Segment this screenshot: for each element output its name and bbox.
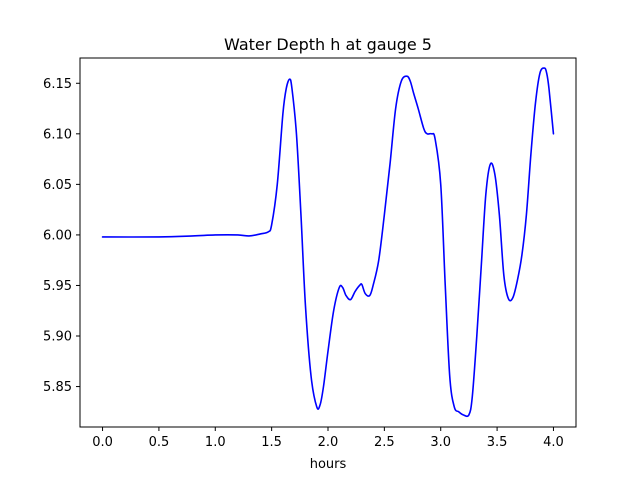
x-tick-label: 1.0 xyxy=(205,435,226,450)
y-axis: 5.85 5.90 5.95 6.00 6.05 6.10 6.15 xyxy=(43,77,80,395)
x-tick-label: 3.5 xyxy=(487,435,508,450)
y-tick-label: 6.10 xyxy=(43,127,72,142)
y-tick-label: 5.85 xyxy=(43,380,72,395)
series-line xyxy=(101,67,555,418)
y-tick-label: 6.00 xyxy=(43,228,72,243)
x-tick-label: 1.5 xyxy=(261,435,282,450)
x-tick-label: 0.0 xyxy=(92,435,113,450)
x-axis: 0.0 0.5 1.0 1.5 2.0 2.5 3.0 3.5 4.0 xyxy=(92,427,564,450)
x-tick-label: 4.0 xyxy=(543,435,564,450)
plot-area xyxy=(79,57,577,428)
y-tick-label: 6.15 xyxy=(43,77,72,92)
x-tick-label: 2.5 xyxy=(374,435,395,450)
x-tick-label: 0.5 xyxy=(149,435,170,450)
x-axis-label: hours xyxy=(310,457,347,472)
y-tick-label: 5.90 xyxy=(43,330,72,345)
y-tick-label: 6.05 xyxy=(43,178,72,193)
y-tick-label: 5.95 xyxy=(43,279,72,294)
x-tick-label: 2.0 xyxy=(318,435,339,450)
chart-title: Water Depth h at gauge 5 xyxy=(224,35,432,54)
x-tick-label: 3.0 xyxy=(430,435,451,450)
